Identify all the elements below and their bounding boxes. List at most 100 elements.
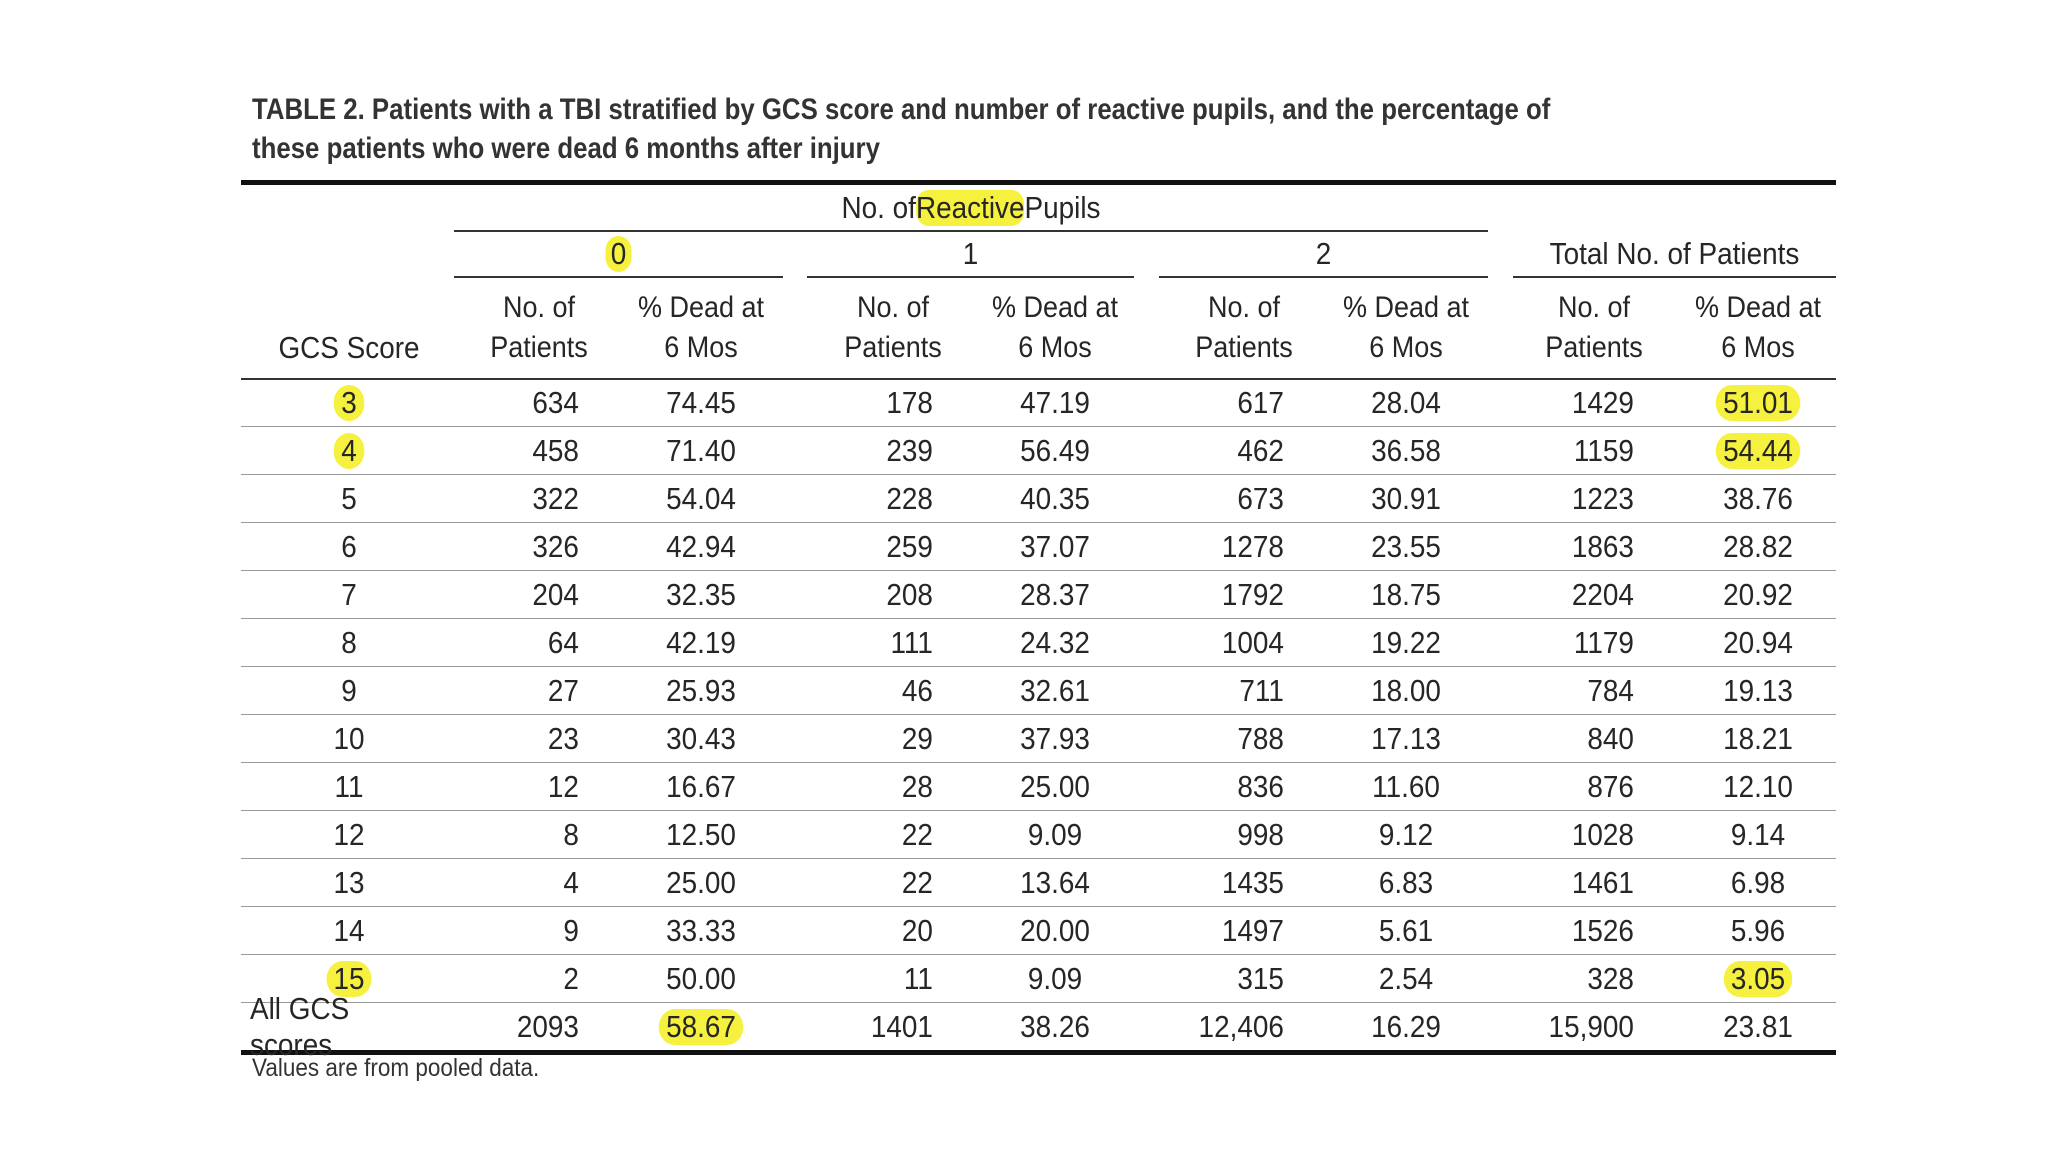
table-row: 12 8 12.50 22 9.09 998 9.12 1028 9.14 <box>241 811 1836 859</box>
col-header-bottom: Patients <box>1195 330 1293 364</box>
cell-pupils0-dead: 16.67 <box>625 763 778 810</box>
cell-value: 20 <box>901 912 933 948</box>
cell-value: 33.33 <box>666 912 736 948</box>
cell-value: 29 <box>901 720 933 756</box>
cell-total-dead: 23.81 <box>1682 1003 1835 1050</box>
cell-value: 14 <box>333 912 365 948</box>
highlighted-value: 58.67 <box>658 1008 744 1045</box>
cell-pupils2-patients: 462 <box>1174 427 1284 474</box>
cell-value: 32.61 <box>1020 672 1090 708</box>
cell-value: 12 <box>333 816 365 852</box>
cell-pupils1-dead: 47.19 <box>979 380 1132 426</box>
cell-pupils1-patients: 239 <box>823 427 933 474</box>
group-2-underline <box>1159 276 1488 278</box>
cell-value: 9.14 <box>1730 816 1786 852</box>
cell-value: 259 <box>886 528 933 564</box>
cell-value: 5.61 <box>1378 912 1434 948</box>
cell-pupils0-patients: 634 <box>469 380 579 426</box>
cell-pupils2-patients: 617 <box>1174 380 1284 426</box>
table-row: 9 27 25.93 46 32.61 711 18.00 784 19.13 <box>241 667 1836 715</box>
cell-pupils1-patients: 22 <box>823 811 933 858</box>
cell-value: 5 <box>341 480 357 516</box>
cell-pupils2-dead: 28.04 <box>1330 380 1483 426</box>
cell-value: 9 <box>563 912 579 948</box>
cell-value: 2.54 <box>1378 960 1434 996</box>
cell-pupils1-patients: 178 <box>823 380 933 426</box>
cell-value: 54.04 <box>666 480 736 516</box>
spanner-text-after: Pupils <box>1024 190 1101 225</box>
cell-value: 1526 <box>1571 912 1634 948</box>
cell-total-patients: 1028 <box>1524 811 1634 858</box>
cell-value: 12 <box>547 768 579 804</box>
header-groups-row: 0 1 2 Total No. of Patients <box>241 231 1836 278</box>
cell-value: 12.50 <box>666 816 736 852</box>
table-row: 8 64 42.19 111 24.32 1004 19.22 1179 20.94 <box>241 619 1836 667</box>
cell-value: 23 <box>547 720 579 756</box>
cell-pupils2-dead: 18.00 <box>1330 667 1483 714</box>
cell-pupils0-patients: 64 <box>469 619 579 666</box>
cell-value: 25.93 <box>666 672 736 708</box>
cell-total-dead: 28.82 <box>1682 523 1835 570</box>
col-1-patients-header: No. of Patients <box>825 277 962 378</box>
cell-value: 22 <box>901 816 933 852</box>
cell-value: 15,900 <box>1548 1008 1634 1044</box>
cell-value: 71.40 <box>666 432 736 468</box>
cell-value: 1179 <box>1573 624 1634 660</box>
col-2-dead-header: % Dead at 6 Mos <box>1330 277 1483 378</box>
cell-pupils1-dead: 9.09 <box>979 955 1132 1002</box>
cell-pupils0-dead: 25.93 <box>625 667 778 714</box>
cell-pupils1-patients: 22 <box>823 859 933 906</box>
cell-pupils2-dead: 19.22 <box>1330 619 1483 666</box>
data-table: No. of Reactive Pupils 0 1 2 Total No. o… <box>241 180 1836 1062</box>
cell-total-dead: 3.05 <box>1682 955 1835 1002</box>
cell-pupils1-patients: 259 <box>823 523 933 570</box>
cell-pupils1-dead: 9.09 <box>979 811 1132 858</box>
col-header-bottom: 6 Mos <box>1369 330 1443 364</box>
group-2-pupils: 2 <box>1315 236 1332 271</box>
cell-value: 840 <box>1587 720 1634 756</box>
cell-gcs: 9 <box>252 667 446 714</box>
cell-total-patients: 1223 <box>1524 475 1634 522</box>
cell-value: 38.26 <box>1020 1008 1090 1044</box>
table-row: 10 23 30.43 29 37.93 788 17.13 840 18.21 <box>241 715 1836 763</box>
highlighted-value: 3 <box>334 385 364 421</box>
cell-pupils2-patients: 788 <box>1174 715 1284 762</box>
cell-pupils1-dead: 56.49 <box>979 427 1132 474</box>
cell-value: 1497 <box>1221 912 1284 948</box>
cell-value: 9.09 <box>1027 816 1083 852</box>
cell-value: 64 <box>547 624 579 660</box>
cell-value: 5.96 <box>1730 912 1786 948</box>
cell-pupils2-dead: 16.29 <box>1330 1003 1483 1050</box>
cell-value: 30.91 <box>1371 480 1441 516</box>
spanner-text-highlight: Reactive <box>915 190 1025 226</box>
cell-value: 13.64 <box>1020 864 1090 900</box>
cell-value: 40.35 <box>1020 480 1090 516</box>
col-total-patients-header: No. of Patients <box>1526 277 1663 378</box>
cell-pupils2-patients: 1278 <box>1174 523 1284 570</box>
cell-gcs: 12 <box>252 811 446 858</box>
cell-value: 74.45 <box>666 385 736 420</box>
group-total: Total No. of Patients <box>1549 236 1800 271</box>
col-0-patients-header: No. of Patients <box>471 277 608 378</box>
cell-value: 28.37 <box>1020 576 1090 612</box>
header-spanner-row: No. of Reactive Pupils <box>241 185 1836 232</box>
cell-value: 18.21 <box>1723 720 1793 756</box>
cell-value: 13 <box>333 864 365 900</box>
cell-pupils0-patients: 23 <box>469 715 579 762</box>
cell-value: 32.35 <box>666 576 736 612</box>
col-2-patients-header: No. of Patients <box>1176 277 1313 378</box>
spanner-text-before: No. of <box>841 190 916 225</box>
cell-total-patients: 1179 <box>1524 619 1634 666</box>
cell-pupils1-patients: 29 <box>823 715 933 762</box>
cell-pupils1-dead: 28.37 <box>979 571 1132 618</box>
highlighted-value: 54.44 <box>1715 432 1801 469</box>
cell-pupils0-patients: 204 <box>469 571 579 618</box>
cell-value: 1435 <box>1221 864 1284 900</box>
group-total-underline <box>1513 276 1836 278</box>
cell-value: 27 <box>547 672 579 708</box>
cell-value: 1159 <box>1573 432 1634 468</box>
cell-value: 18.00 <box>1371 672 1441 708</box>
cell-value: 42.19 <box>666 624 736 660</box>
bottom-rule <box>241 1050 1836 1055</box>
table-row: 15 2 50.00 11 9.09 315 2.54 328 3.05 <box>241 955 1836 1003</box>
